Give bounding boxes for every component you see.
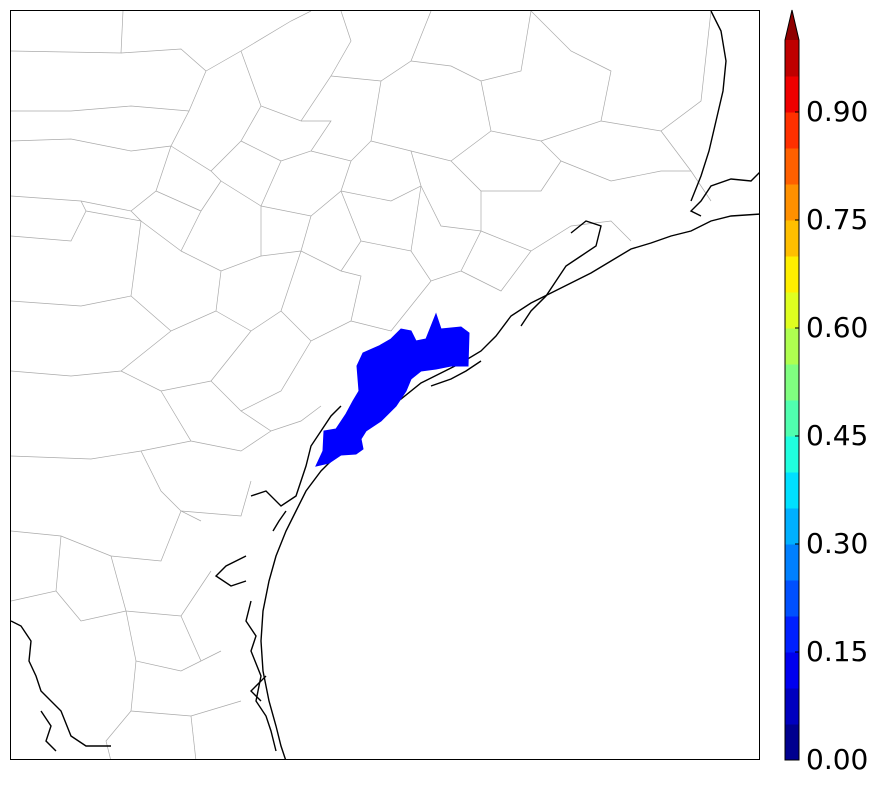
- coastline: [11, 11, 759, 759]
- county-borders: [11, 11, 712, 759]
- colorbar-extend-arrow: [785, 10, 799, 40]
- colorbar-segment: [785, 148, 799, 185]
- map-frame: [10, 10, 760, 760]
- colorbar-tick-label: 0.00: [806, 743, 869, 776]
- map-canvas: [11, 11, 759, 759]
- colorbar-segment: [785, 616, 799, 653]
- colorbar-tick-label: 0.30: [806, 527, 869, 560]
- colorbar-segment: [785, 40, 799, 77]
- colorbar-segment: [785, 400, 799, 437]
- colorbar-segment: [785, 580, 799, 617]
- colorbar-segment: [785, 544, 799, 581]
- colorbar-segment: [785, 508, 799, 545]
- colorbar-tick-label: 0.45: [806, 419, 869, 452]
- colorbar-segment: [785, 472, 799, 509]
- colorbar-tick-label: 0.60: [806, 311, 869, 344]
- colorbar-segment: [785, 184, 799, 221]
- colorbar-segment: [785, 76, 799, 113]
- colorbar-segment: [785, 328, 799, 365]
- colorbar-segment: [785, 256, 799, 293]
- colorbar-segment: [785, 292, 799, 329]
- probability-shaded-area: [315, 312, 470, 467]
- colorbar-segment: [785, 112, 799, 149]
- colorbar-tick-label: 0.75: [806, 203, 869, 236]
- colorbar-tick-label: 0.15: [806, 635, 869, 668]
- colorbar-segment: [785, 652, 799, 689]
- colorbar-segment: [785, 724, 799, 761]
- colorbar-segment: [785, 364, 799, 401]
- colorbar: [784, 9, 800, 761]
- colorbar-tick-label: 0.90: [806, 95, 869, 128]
- colorbar-segment: [785, 688, 799, 725]
- colorbar-segment: [785, 220, 799, 257]
- colorbar-segment: [785, 436, 799, 473]
